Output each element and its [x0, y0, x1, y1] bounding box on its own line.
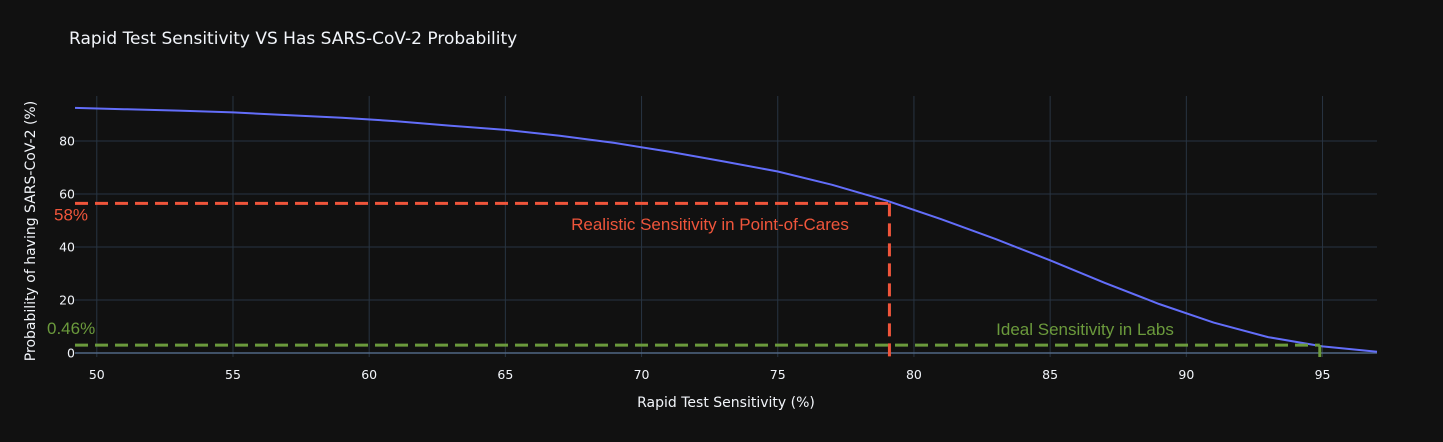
labs-value-label: 0.46%: [47, 319, 95, 338]
x-tick-label: 85: [1042, 367, 1058, 382]
x-tick-label: 65: [497, 367, 513, 382]
y-tick-label: 0: [67, 346, 75, 361]
point-of-care-value-label: 58%: [54, 205, 88, 224]
x-tick-label: 95: [1315, 367, 1331, 382]
y-axis-title: Probability of having SARS-CoV-2 (%): [23, 101, 39, 361]
x-tick-label: 75: [770, 367, 786, 382]
x-tick-label: 70: [634, 367, 650, 382]
point-of-care-label: Realistic Sensitivity in Point-of-Cares: [571, 215, 849, 234]
y-tick-label: 40: [59, 240, 75, 255]
y-tick-label: 60: [59, 187, 75, 202]
x-tick-labels: 50 55 60 65 70 75 80 85 90 95: [89, 367, 1331, 382]
series-line: [74, 106, 1378, 353]
x-axis-title: Rapid Test Sensitivity (%): [637, 395, 815, 411]
x-tick-label: 55: [225, 367, 241, 382]
x-tick-label: 90: [1178, 367, 1194, 382]
y-tick-labels: 0 20 40 60 80: [59, 134, 75, 361]
x-tick-label: 80: [906, 367, 922, 382]
chart-title: Rapid Test Sensitivity VS Has SARS-CoV-2…: [69, 29, 518, 49]
reference-lines: [75, 201, 1322, 357]
y-tick-label: 80: [59, 134, 75, 149]
x-tick-label: 50: [89, 367, 105, 382]
x-gridlines: [96, 96, 1324, 357]
y-tick-label: 20: [59, 293, 75, 308]
y-gridlines: [75, 140, 1377, 354]
x-tick-label: 60: [361, 367, 377, 382]
annotations: 58% Realistic Sensitivity in Point-of-Car…: [47, 205, 1174, 339]
labs-label: Ideal Sensitivity in Labs: [996, 320, 1174, 339]
